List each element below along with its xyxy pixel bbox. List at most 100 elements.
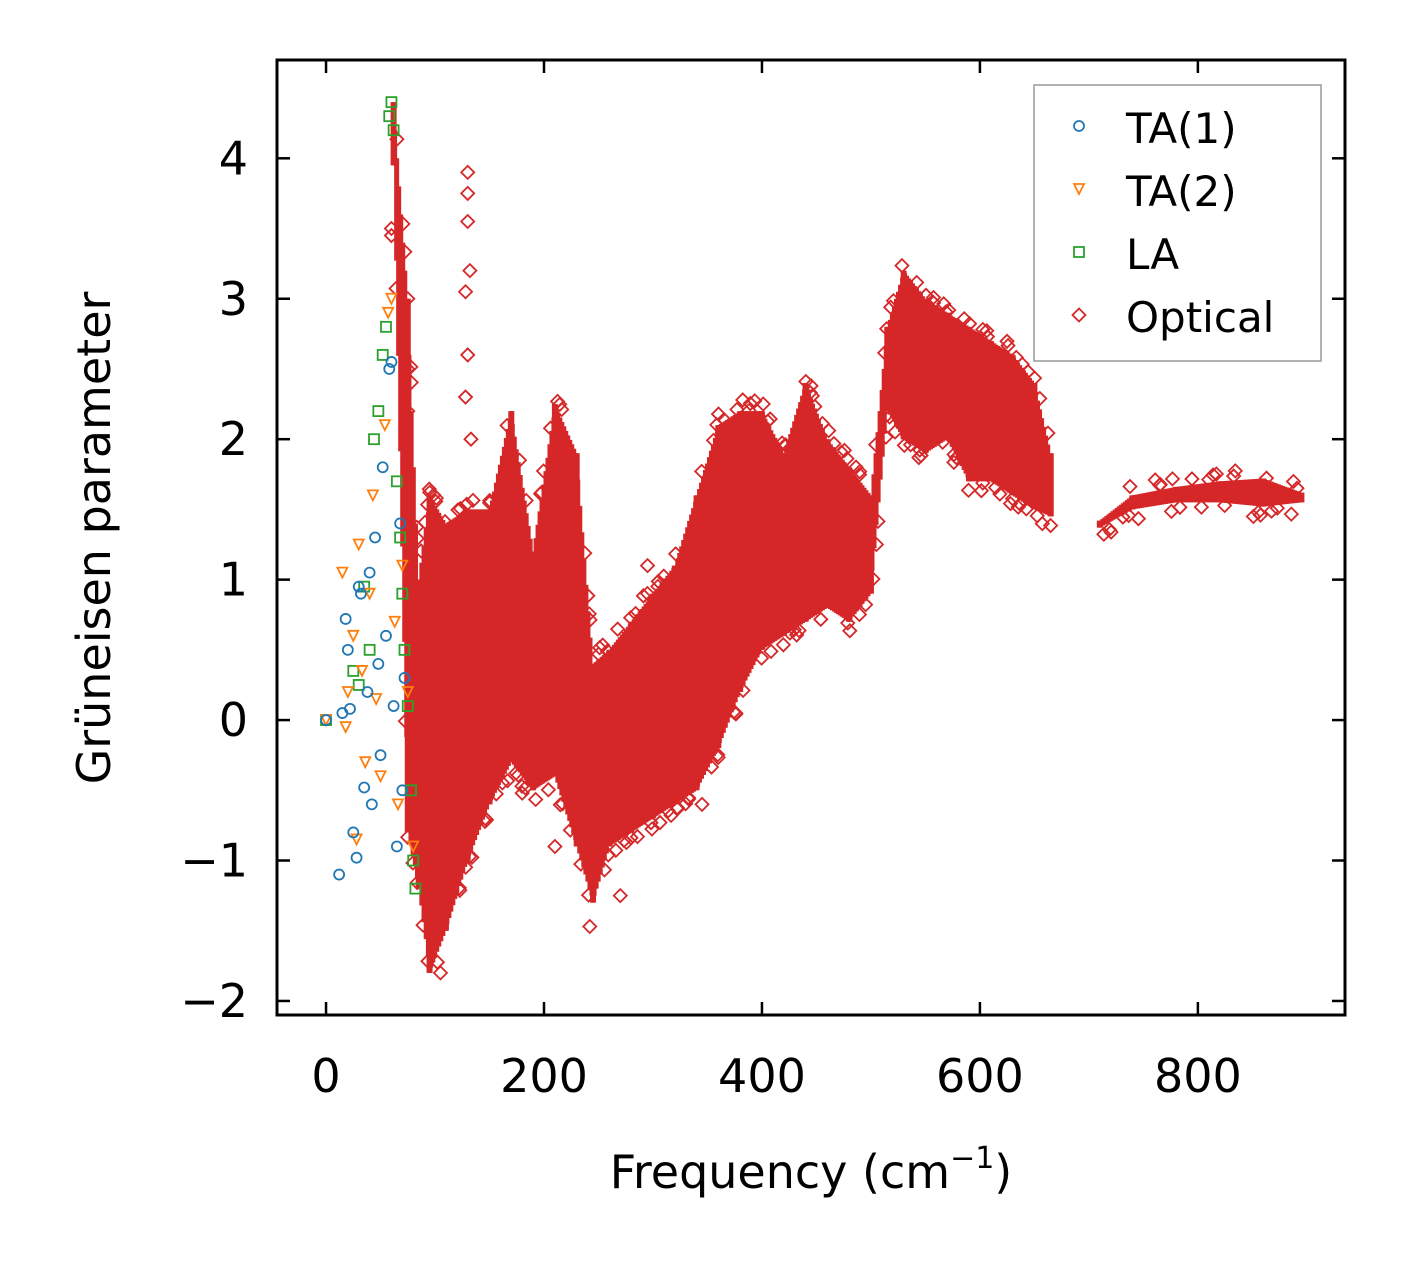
la-point [409,882,422,895]
optical-point [397,243,413,260]
ta2-point [369,693,383,707]
ta2-point [406,840,420,854]
ta1-point [333,868,346,881]
optical-point [1193,499,1210,515]
la-point [368,433,380,446]
optical-point [1120,507,1137,524]
optical-point [552,796,569,813]
ta2-point [352,538,366,552]
optical-point [428,490,445,506]
optical-point [427,922,443,939]
legend-label-ta1: TA(1) [1125,104,1237,153]
ta2-point [391,798,405,812]
la-point [405,784,417,797]
optical-point [1122,478,1138,495]
optical-point [527,791,544,808]
optical-point [999,333,1015,350]
optical-point [1152,476,1169,493]
optical-point [461,848,478,865]
optical-point [885,292,902,309]
optical-point [459,213,476,230]
optical-point [1285,473,1302,490]
optical-point [887,424,903,440]
optical-point [882,299,899,315]
optical-point [1172,499,1188,516]
optical-point [609,621,626,637]
ta2-point [350,833,364,847]
ta1-point [361,686,374,698]
optical-point [554,795,571,812]
optical-point [383,227,400,244]
x-axis-title-close: ) [994,1145,1012,1199]
ta2-point [355,665,369,678]
ta1-point [380,629,392,642]
ta1-point [396,784,409,797]
la-point [385,96,398,109]
optical-point [1026,370,1043,386]
y-tick-label: −2 [180,974,248,1028]
optical-point [703,759,720,775]
optical-point [782,625,798,641]
optical-point [1032,390,1048,407]
optical-point [1164,471,1181,487]
optical-point [488,786,505,802]
legend-marker-ta2 [1072,183,1086,197]
optical-point [1283,506,1300,522]
optical-point [400,361,416,377]
optical-point [639,585,656,602]
optical-point [478,812,495,828]
ta1-point [372,657,385,670]
optical-point [973,482,990,499]
optical-point [803,378,819,394]
la-point [347,665,360,677]
ta2-point [366,489,380,503]
optical-point [753,650,770,666]
x-axis-title-superscript: −1 [950,1141,994,1176]
optical-point [1115,509,1131,525]
optical-point [677,795,694,812]
optical-point [413,543,429,559]
y-tick-label: 3 [219,272,248,326]
y-tick-label: 0 [219,693,248,747]
optical-point [1227,463,1244,479]
optical-point [735,682,751,699]
x-tick-label: 400 [718,1049,806,1103]
ta2-point [401,686,415,699]
optical-point [851,606,868,623]
optical-point [680,791,697,807]
optical-point [820,422,837,439]
optical-point [742,395,759,412]
optical-point [518,492,534,509]
ta1-point [341,643,354,656]
optical-point [934,434,951,450]
legend-label-ta2: TA(2) [1125,167,1237,216]
optical-point [464,849,480,866]
series-ta1 [320,356,411,881]
x-tick-label: 0 [311,1049,340,1103]
optical-point [807,398,823,415]
optical-point [734,392,751,408]
optical-point [729,401,745,418]
optical-point [946,454,962,471]
la-point [401,700,414,712]
optical-point [940,302,957,318]
optical-point [908,274,925,291]
la-point [396,587,409,600]
series-optical [383,102,1305,981]
optical-point [395,216,411,232]
ta1-point [369,531,381,544]
optical-point [1018,501,1035,517]
optical-point [463,431,479,447]
optical-point [746,393,763,409]
series-la [320,96,422,895]
optical-point [591,639,608,656]
optical-point [851,463,868,480]
la-point [363,643,376,656]
ta1-point [358,781,371,794]
x-axis-title: Frequency (cm−1) [610,1141,1013,1199]
x-tick-label: 600 [936,1049,1024,1103]
optical-point [514,785,530,801]
ta1-point [339,613,352,625]
optical-point [961,315,978,332]
optical-point [389,131,405,148]
